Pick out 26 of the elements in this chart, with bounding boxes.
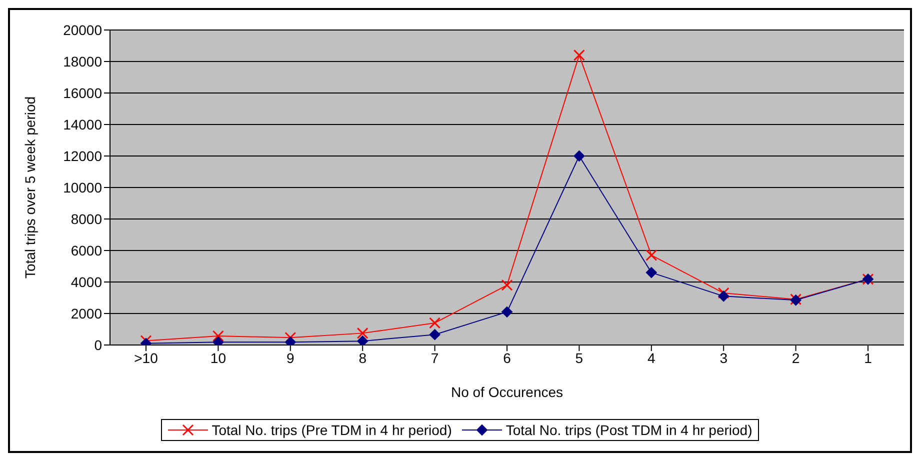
x-tick-label: 8	[358, 350, 367, 366]
y-tick-label: 10000	[63, 179, 102, 196]
y-axis-title: Total trips over 5 week period	[22, 96, 38, 279]
x-tick-label: 2	[792, 350, 800, 366]
x-tick-label: 3	[720, 350, 728, 366]
y-tick-label: 8000	[70, 210, 102, 227]
x-tick-label: 5	[575, 350, 584, 366]
y-tick-label: 12000	[63, 148, 102, 164]
x-tick-label: 7	[430, 350, 439, 366]
y-tick-label: 14000	[63, 116, 102, 132]
y-tick-label: 0	[94, 336, 102, 353]
x-tick-label: 10	[210, 350, 226, 366]
x-tick-label: 4	[648, 350, 656, 366]
y-tick-label: 16000	[63, 84, 102, 101]
y-tick-label: 2000	[70, 305, 102, 322]
legend-label: Total No. trips (Post TDM in 4 hr period)	[506, 422, 752, 438]
x-axis-title: No of Occurences	[450, 384, 564, 400]
legend-label: Total No. trips (Pre TDM in 4 hr period)	[212, 422, 452, 438]
y-tick-label: 6000	[70, 242, 102, 258]
y-tick-label: 18000	[63, 53, 102, 70]
x-tick-label: >10	[134, 350, 158, 366]
x-tick-label: 1	[864, 350, 872, 366]
x-tick-label: 9	[286, 350, 294, 366]
y-tick-label: 4000	[70, 274, 102, 290]
y-tick-label: 20000	[63, 22, 102, 38]
x-tick-label: 6	[503, 350, 512, 366]
